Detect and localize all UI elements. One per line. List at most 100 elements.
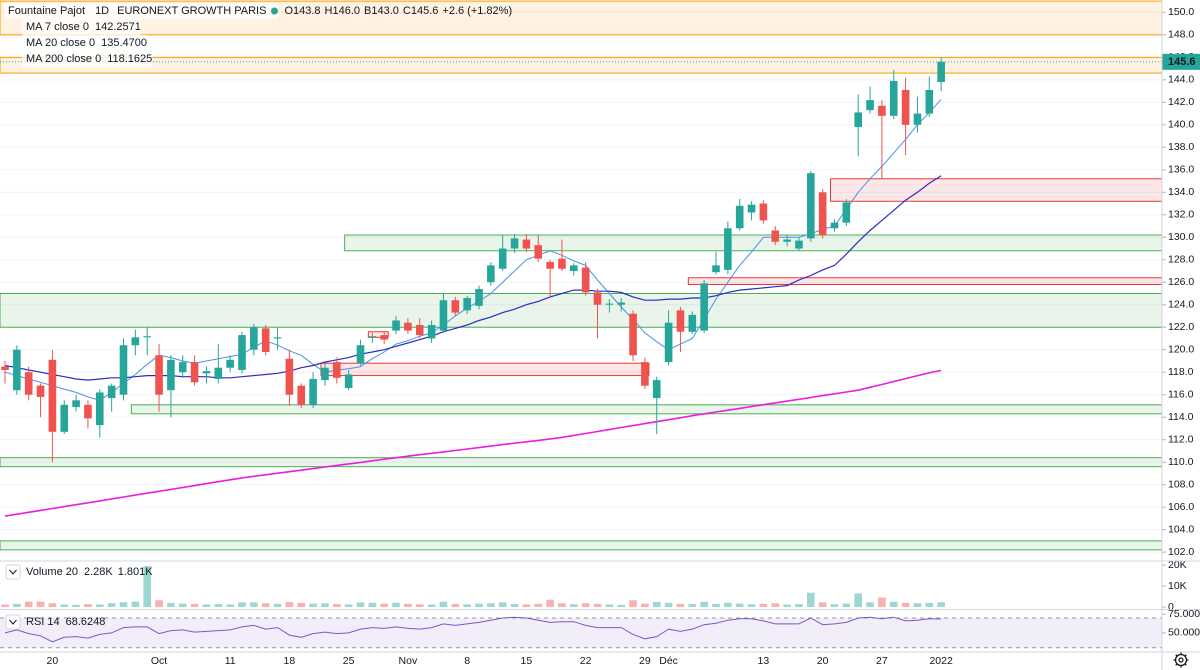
legend-value: 1.801K <box>118 566 154 578</box>
candle-body <box>475 288 483 306</box>
quote-value: C145.6 <box>403 5 438 17</box>
interval: 1D <box>95 5 109 17</box>
volume-bar <box>463 604 471 607</box>
volume-bar <box>321 603 329 607</box>
chart-layer <box>0 57 1162 643</box>
y-tick-label: 110.0 <box>1168 456 1194 468</box>
candle-body <box>771 230 780 242</box>
volume-bar <box>889 601 898 607</box>
moving-average-line <box>4 369 942 517</box>
candle-body <box>380 335 388 340</box>
candle-body <box>747 204 756 213</box>
candle-body <box>190 362 199 383</box>
volume-bar <box>250 602 258 607</box>
x-tick-label: 2022 <box>929 655 953 667</box>
candle-body <box>48 359 57 432</box>
legend-background <box>22 19 141 35</box>
collapse-button[interactable] <box>6 5 20 19</box>
settings-button[interactable] <box>1173 652 1189 668</box>
candle-body <box>250 327 258 350</box>
volume-bar <box>795 604 803 607</box>
y-tick-label: 124.0 <box>1168 299 1194 311</box>
candle-body <box>854 112 862 128</box>
candle-body <box>558 258 566 269</box>
candle-body <box>131 337 140 346</box>
candle-body <box>901 89 910 125</box>
candle-body <box>439 300 448 331</box>
exchange: EURONEXT GROWTH PARIS <box>117 5 266 17</box>
candle-body <box>309 378 317 405</box>
candle-body <box>652 380 661 399</box>
candle-body <box>735 205 744 229</box>
x-tick-label: 15 <box>521 655 533 667</box>
candle-body <box>297 385 306 405</box>
y-tick-label: 130.0 <box>1168 231 1194 243</box>
quote-value: O143.8 <box>284 5 320 17</box>
y-tick-label: 0 <box>1168 601 1174 613</box>
volume-bar <box>226 604 234 607</box>
candle-body <box>593 292 602 305</box>
legend-value: 68.6248 <box>66 616 106 628</box>
candle-body <box>368 336 377 338</box>
price-zone <box>0 56 1163 74</box>
candle-body <box>36 385 45 397</box>
volume-bar <box>84 604 92 607</box>
volume-bar <box>107 603 116 607</box>
volume-bar <box>771 603 780 607</box>
quote-value: +2.6 (+1.82%) <box>442 5 512 17</box>
price-zone <box>830 178 1163 202</box>
candle-body <box>581 267 590 293</box>
volume-bar <box>214 604 223 607</box>
rsi-line <box>4 616 942 643</box>
y-tick-label: 75.0000 <box>1168 608 1200 620</box>
legend-background <box>4 3 279 19</box>
legend-background <box>22 51 153 67</box>
x-tick-label: 8 <box>464 655 470 667</box>
x-tick-label: 18 <box>284 655 296 667</box>
legend-value: 118.1625 <box>107 53 152 65</box>
volume-bar <box>617 604 625 607</box>
volume-bar <box>261 603 270 607</box>
y-tick-label: 106.0 <box>1168 501 1194 513</box>
x-tick-label: 11 <box>225 655 236 667</box>
volume-bar <box>487 603 495 607</box>
candle-body <box>878 105 886 116</box>
candle-body <box>261 328 270 352</box>
y-tick-label: 138.0 <box>1168 141 1194 153</box>
volume-bar <box>842 603 851 607</box>
volume-bar <box>13 603 21 607</box>
volume-bar <box>664 602 673 607</box>
candle-body <box>617 302 625 305</box>
candle-body <box>167 359 175 391</box>
candle-body <box>498 248 507 269</box>
volume-bar <box>676 603 685 607</box>
candle-body <box>783 239 791 242</box>
volume-bar <box>392 602 400 607</box>
market-status-dot <box>270 7 278 15</box>
legend-value: 2.28K <box>84 566 113 578</box>
candle-body <box>534 245 543 259</box>
volume-bar <box>333 604 341 607</box>
volume-bar <box>344 604 353 607</box>
candle-body <box>937 61 945 83</box>
volume-bar <box>866 602 874 607</box>
volume-bar <box>688 604 697 607</box>
candle-body <box>214 367 223 379</box>
volume-bar <box>24 601 33 607</box>
quote-value: B143.0 <box>364 5 399 17</box>
y-tick-label: 20K <box>1168 559 1187 571</box>
volume-bar <box>558 603 566 607</box>
volume-bar <box>522 604 531 607</box>
volume-bar <box>439 601 448 607</box>
collapse-button[interactable] <box>5 614 21 630</box>
volume-bar <box>546 599 554 607</box>
y-tick-label: 104.0 <box>1168 523 1194 535</box>
x-tick-label: Oct <box>151 655 167 667</box>
collapse-button[interactable] <box>5 564 21 580</box>
x-tick-label: 27 <box>876 655 888 667</box>
volume-bar <box>273 603 282 607</box>
candle-body <box>641 362 649 386</box>
candle-body <box>724 228 732 270</box>
y-tick-label: 116.0 <box>1168 388 1194 400</box>
